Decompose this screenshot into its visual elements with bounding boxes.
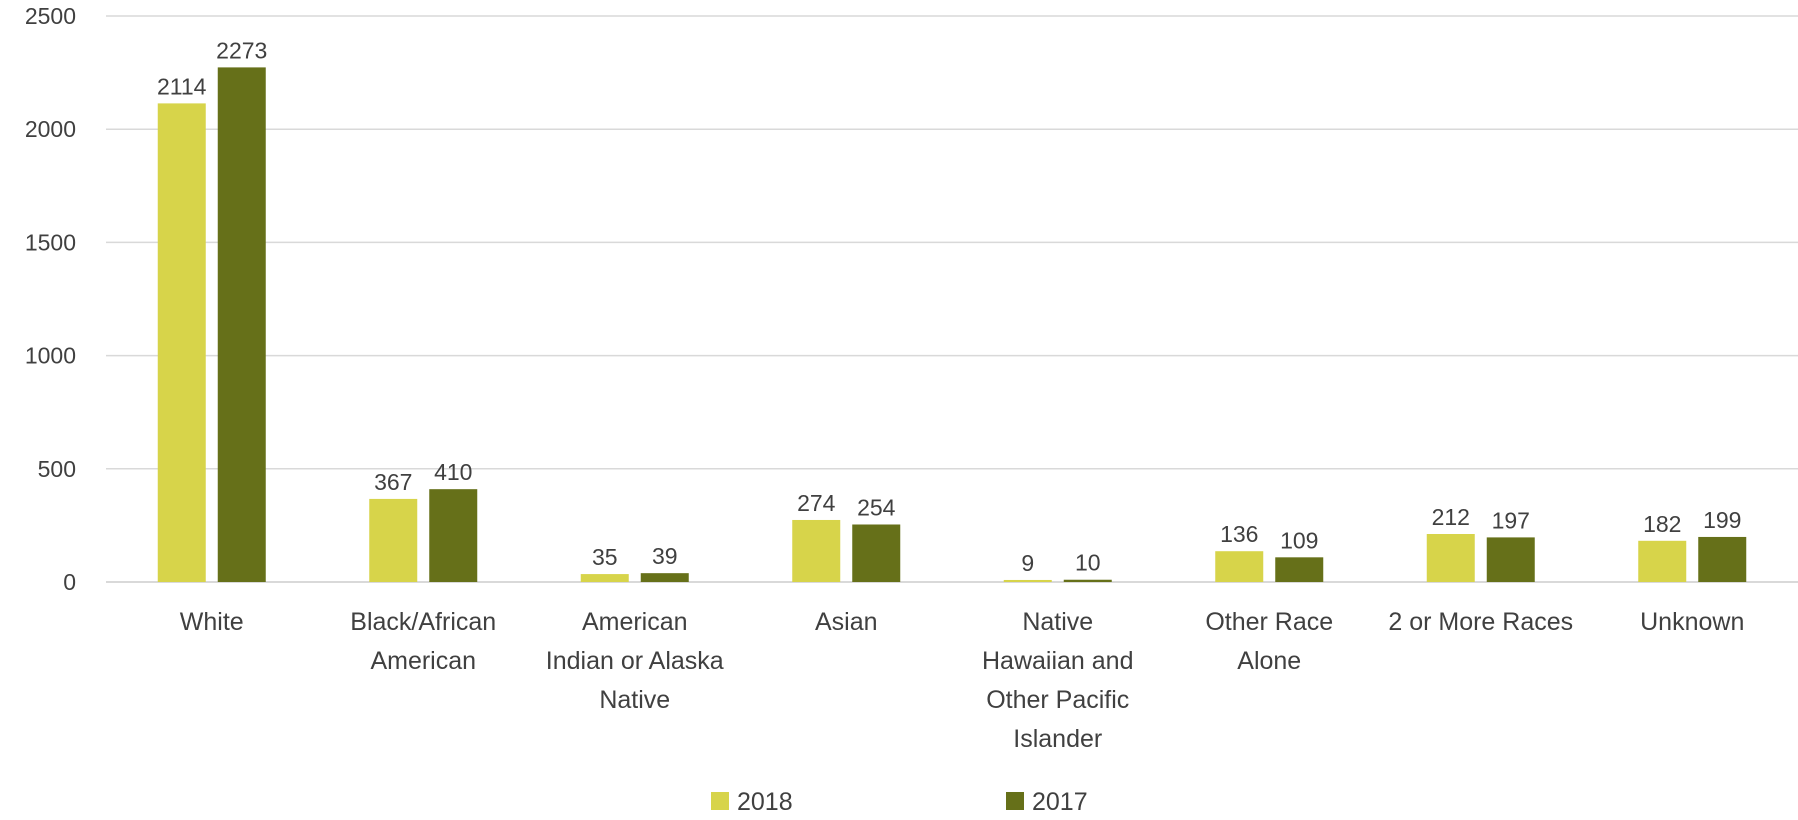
data-label-2018-0: 2114 xyxy=(157,73,207,99)
bar-2018-6 xyxy=(1426,534,1475,582)
bar-2017-7 xyxy=(1698,536,1747,582)
data-label-2018-7: 182 xyxy=(1643,511,1681,537)
y-axis-tick-labels: 0 500 1000 1500 2000 2500 xyxy=(25,3,76,595)
category-label: Alone xyxy=(1237,647,1301,675)
data-label-2018-3: 274 xyxy=(797,490,836,516)
y-tick-label: 1500 xyxy=(25,229,76,255)
category-label: Native xyxy=(599,686,670,714)
y-tick-label: 2500 xyxy=(25,3,76,29)
category-label: Asian xyxy=(815,608,878,636)
data-label-2018-1: 367 xyxy=(374,469,412,495)
bars xyxy=(157,67,1747,582)
data-label-2017-5: 109 xyxy=(1280,527,1318,553)
category-label: 2 or More Races xyxy=(1388,608,1573,636)
bar-2017-5 xyxy=(1275,557,1324,582)
data-label-2018-4: 9 xyxy=(1021,550,1034,576)
category-label: Native xyxy=(1022,608,1093,636)
y-tick-label: 2000 xyxy=(25,116,76,142)
y-tick-label: 1000 xyxy=(25,343,76,369)
legend-swatch-2017 xyxy=(1006,792,1024,810)
category-label: Other Race xyxy=(1205,608,1333,636)
bar-2018-3 xyxy=(792,519,841,582)
data-label-2017-3: 254 xyxy=(857,494,896,520)
bar-2018-4 xyxy=(1003,579,1052,582)
bar-2018-1 xyxy=(369,498,418,582)
bar-2017-0 xyxy=(217,67,266,582)
category-label: Indian or Alaska xyxy=(546,647,724,675)
bar-2017-2 xyxy=(640,573,689,582)
data-label-2017-6: 197 xyxy=(1492,507,1530,533)
data-label-2018-5: 136 xyxy=(1220,521,1258,547)
y-tick-label: 0 xyxy=(63,569,76,595)
bar-2017-1 xyxy=(429,489,478,582)
category-label: American xyxy=(370,647,476,675)
y-tick-label: 500 xyxy=(38,456,76,482)
legend: 2018 2017 xyxy=(711,788,1088,816)
category-label: White xyxy=(180,608,244,636)
data-label-2017-4: 10 xyxy=(1075,550,1101,576)
bar-2017-3 xyxy=(852,524,901,582)
data-label-2018-6: 212 xyxy=(1432,504,1470,530)
x-axis-category-labels: White Black/African American American Indian… xyxy=(180,608,1745,753)
gridlines xyxy=(106,15,1798,583)
category-label: Hawaiian and xyxy=(982,647,1134,675)
category-label: Other Pacific xyxy=(986,686,1129,714)
data-labels: 2114 2273 367 410 35 39 274 254 9 10 136 109 212 197 1… xyxy=(157,37,1741,576)
category-label: American xyxy=(582,608,688,636)
data-label-2017-0: 2273 xyxy=(216,37,267,63)
data-label-2017-7: 199 xyxy=(1703,507,1741,533)
category-label: Black/African xyxy=(350,608,496,636)
legend-swatch-2018 xyxy=(711,792,729,810)
bar-2018-7 xyxy=(1638,540,1687,582)
bar-2017-4 xyxy=(1063,579,1112,582)
data-label-2018-2: 35 xyxy=(592,544,618,570)
bar-2018-2 xyxy=(580,574,629,582)
legend-label-2018: 2018 xyxy=(737,788,793,816)
bar-2018-0 xyxy=(157,103,206,582)
bar-2017-6 xyxy=(1486,537,1535,582)
data-label-2017-2: 39 xyxy=(652,543,678,569)
bar-2018-5 xyxy=(1215,551,1264,582)
legend-label-2017: 2017 xyxy=(1032,788,1088,816)
category-label: Unknown xyxy=(1640,608,1744,636)
category-label: Islander xyxy=(1013,725,1102,753)
data-label-2017-1: 410 xyxy=(434,459,472,485)
